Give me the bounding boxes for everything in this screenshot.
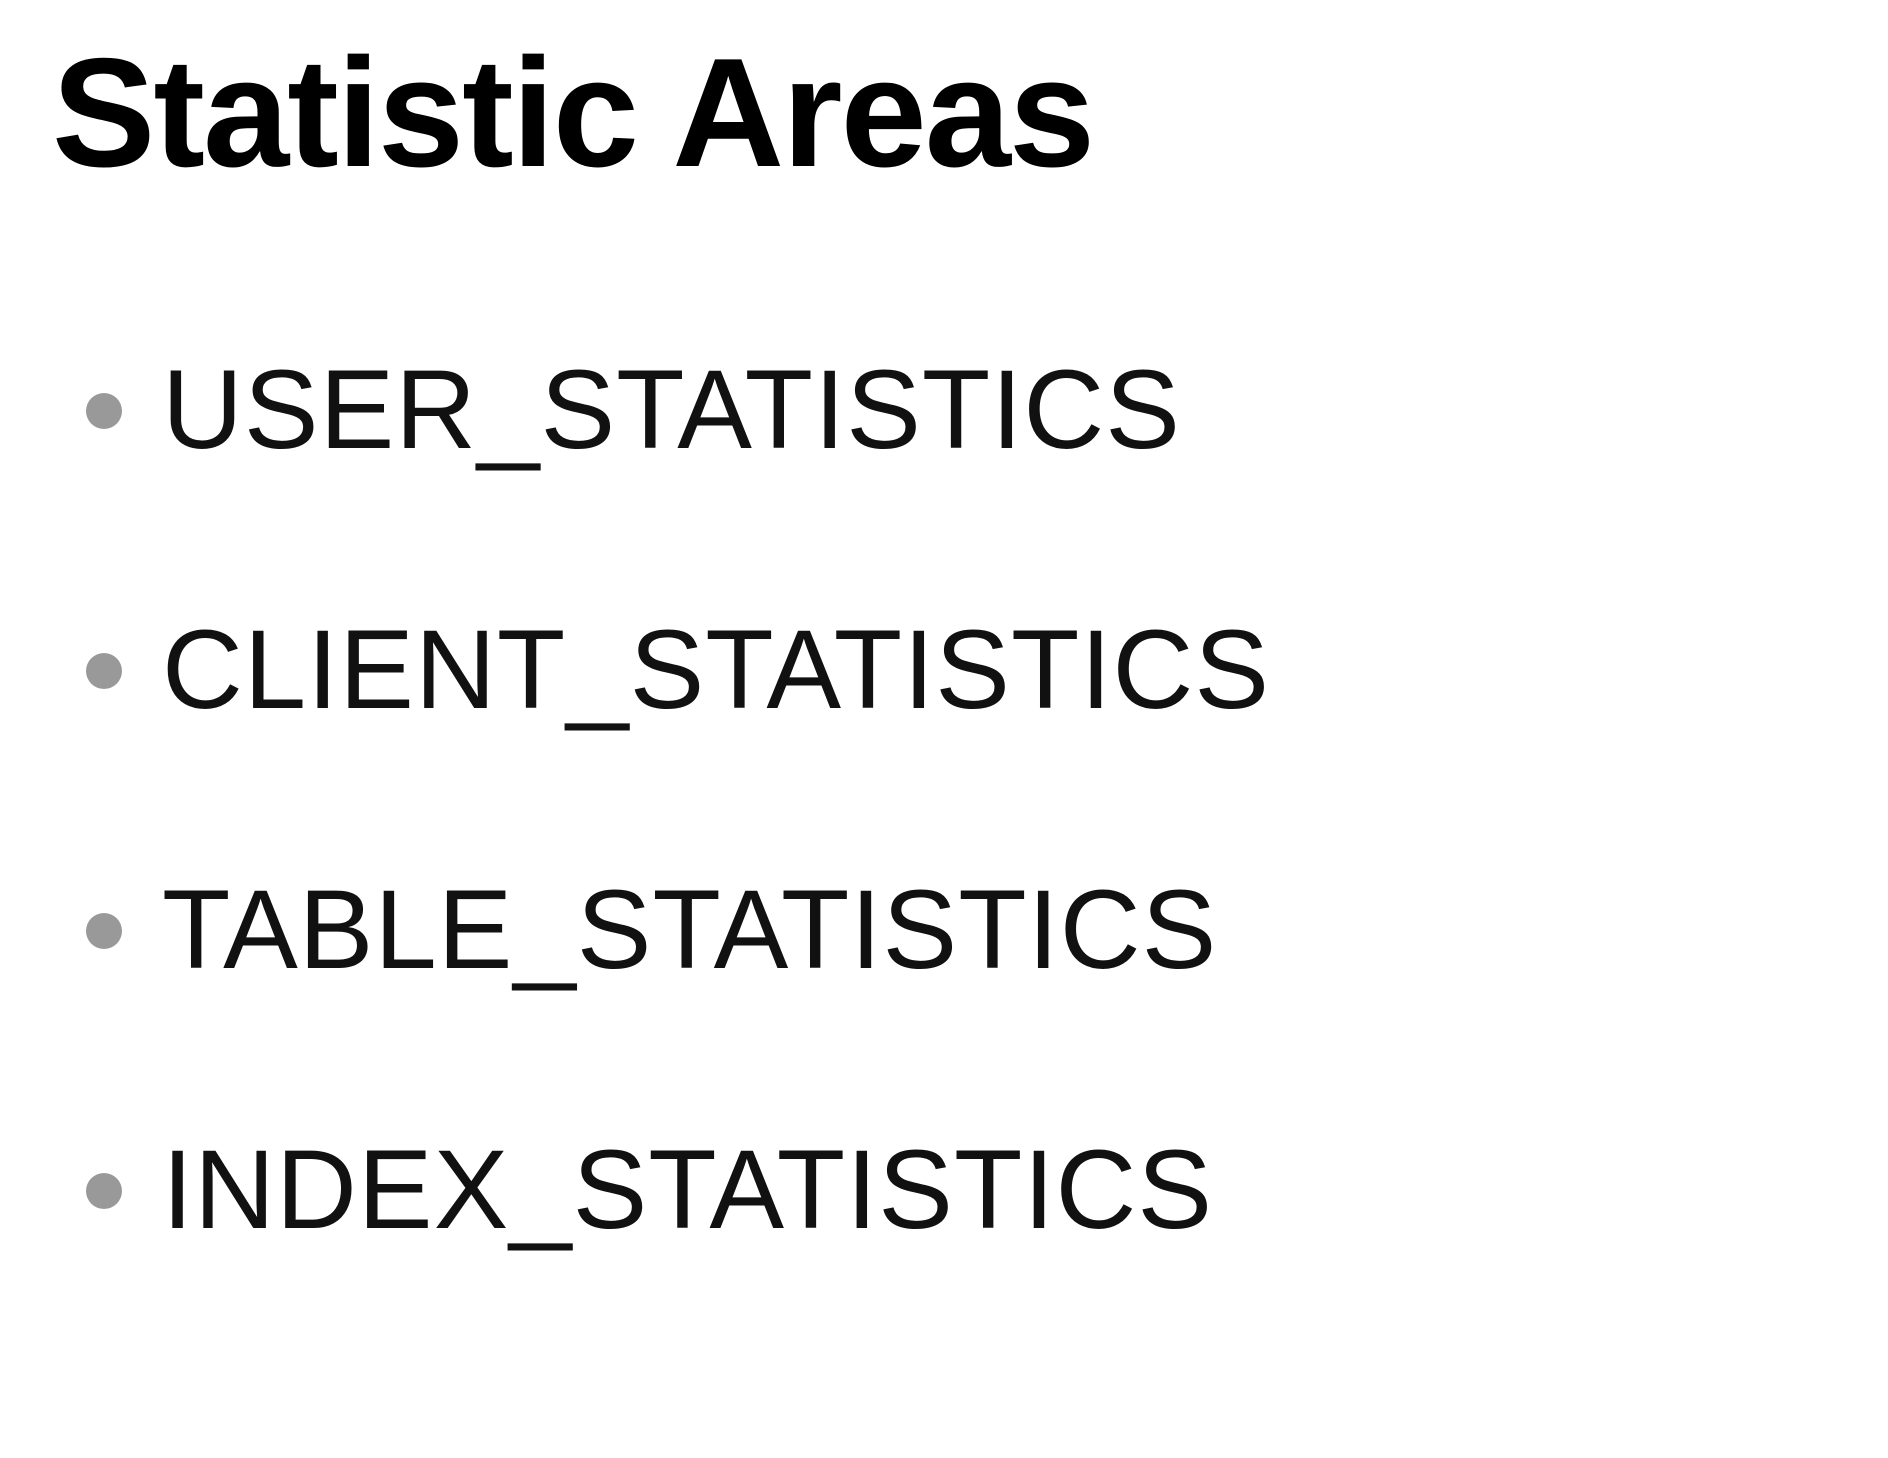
bullet-dot-icon bbox=[86, 393, 122, 429]
list-item: TABLE_STATISTICS bbox=[0, 865, 1400, 995]
list-item-label: INDEX_STATISTICS bbox=[162, 1127, 1214, 1252]
list-item: INDEX_STATISTICS bbox=[0, 1125, 1400, 1255]
list-item-label: CLIENT_STATISTICS bbox=[162, 607, 1271, 732]
bullet-dot-icon bbox=[86, 913, 122, 949]
bullet-dot-icon bbox=[86, 653, 122, 689]
list-item-label: USER_STATISTICS bbox=[162, 347, 1182, 472]
bullet-dot-icon bbox=[86, 1173, 122, 1209]
list-item: CLIENT_STATISTICS bbox=[0, 605, 1400, 735]
list-item-label: TABLE_STATISTICS bbox=[162, 867, 1218, 992]
list-item: USER_STATISTICS bbox=[0, 345, 1400, 475]
page-title: Statistic Areas bbox=[52, 26, 1095, 199]
